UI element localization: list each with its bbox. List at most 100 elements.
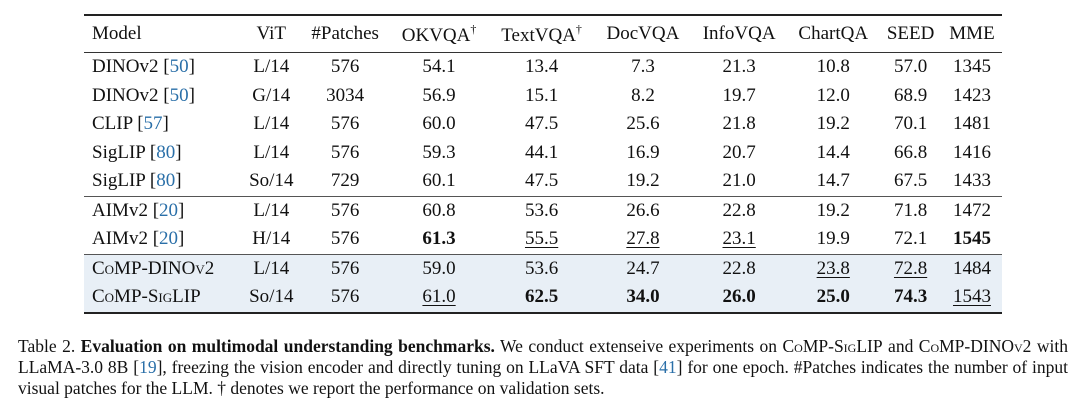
score-value: 57.0 [893,56,928,78]
patches-cell: 576 [330,141,360,163]
score-value: 19.7 [722,84,756,106]
score-value: 56.9 [422,84,456,106]
vit-cell: L/14 [242,253,301,283]
table-row: AIMv2 [20] L/14 576 60.8 53.6 26.6 22.8 19.2 71.… [84,195,1002,225]
model-cell: DINOv2 [50] [92,84,195,106]
score-cell: 20.7 [691,139,787,168]
model-name: CLIP [92,113,133,135]
score-cell: 47.5 [488,110,595,139]
score-value: 14.7 [816,170,850,192]
citation-link[interactable]: 50 [169,56,189,78]
table-body: DINOv2 [50] L/14 576 54.1 13.4 7.3 21.3 10.8 57.… [84,53,1002,314]
score-value: 34.0 [626,286,660,308]
model-cell: CoMP-DINOv2 [84,253,242,283]
model-name: DINOv2 [92,84,159,106]
score-cell: 53.6 [488,253,595,283]
caption-title: Evaluation on multimodal understanding b… [80,336,495,356]
caption-citation[interactable]: 41 [659,357,677,377]
score-cell: 22.8 [691,195,788,225]
column-header: #Patches [301,15,390,53]
caption-text: ] for one epoch. #Patches indicates the … [18,357,1068,398]
column-header: InfoVQA [691,15,787,53]
score-value: 1481 [952,113,991,135]
score-value: 54.1 [422,56,456,78]
score-value: 13.4 [524,56,559,78]
score-cell: 14.4 [787,139,879,168]
score-cell: 12.0 [787,82,879,111]
score-cell: 23.8 [787,253,880,283]
score-cell: 19.2 [787,110,879,139]
score-cell: 60.8 [389,195,489,225]
model-name: CoMP-DINOv2 [92,257,215,279]
score-value: 68.9 [893,84,928,106]
score-value: 20.7 [722,141,756,163]
score-cell: 72.1 [879,225,942,254]
score-cell: 1545 [942,225,1002,254]
score-cell: 47.5 [488,167,595,196]
patches-cell: 576 [300,195,390,225]
score-cell: 60.1 [390,167,489,196]
score-cell: 56.9 [390,82,489,111]
score-value: 1433 [952,170,991,192]
score-cell: 62.5 [488,283,595,314]
score-cell: 57.0 [879,53,942,82]
citation-link[interactable]: 20 [159,199,179,221]
score-cell: 19.2 [595,167,691,196]
vit-cell: So/14 [242,283,301,314]
score-value: 47.5 [524,113,559,135]
model-name: AIMv2 [92,199,148,221]
citation-link[interactable]: 57 [143,113,163,135]
score-cell: 34.0 [594,283,692,314]
citation-link[interactable]: 20 [159,228,179,250]
score-value: 44.1 [524,141,559,163]
score-value: 74.3 [893,286,928,308]
patches-cell: 3034 [326,84,365,106]
score-value: 22.8 [722,199,756,221]
column-header: DocVQA [595,15,691,53]
column-header: ViT [242,15,301,53]
score-value: 12.0 [816,84,850,106]
caption-citation[interactable]: 19 [139,357,157,377]
score-value: 15.1 [524,84,559,106]
dagger-mark: † [575,21,582,36]
score-cell: 53.6 [488,195,595,225]
citation-link[interactable]: 50 [169,84,189,106]
score-value: 60.1 [422,170,456,192]
score-cell: 25.6 [595,110,691,139]
score-cell: 19.2 [787,195,880,225]
column-header: TextVQA† [488,15,595,53]
score-value: 66.8 [893,141,928,163]
score-cell: 54.1 [390,53,489,82]
column-header-label: #Patches [311,23,379,44]
score-cell: 44.1 [488,139,595,168]
score-cell: 60.0 [390,110,489,139]
citation-link[interactable]: 80 [156,170,176,192]
score-cell: 1472 [941,195,1002,225]
model-cell: DINOv2 [50] [92,56,195,78]
patches-cell: 576 [300,283,390,314]
model-name: CoMP-SigLIP [92,286,201,308]
score-cell: 15.1 [488,82,595,111]
score-value: 25.0 [816,286,850,308]
table-row: DINOv2 [50] L/14 576 54.1 13.4 7.3 21.3 10.8 57.… [84,53,1002,82]
score-value: 16.9 [626,141,660,163]
score-value: 7.3 [631,56,655,78]
score-value: 53.6 [524,257,559,279]
caption-text: We conduct extenseive experiments on [494,336,783,356]
column-header-label: OKVQA [401,24,471,46]
score-cell: 55.5 [488,225,595,254]
score-value: 1472 [952,199,991,221]
caption-text: and [882,336,919,356]
score-value: 23.1 [722,228,756,250]
score-cell: 1345 [942,53,1002,82]
vit-cell: G/14 [252,84,291,106]
citation-link[interactable]: 80 [156,141,176,163]
results-table: Model ViT #Patches OKVQA† TextVQA† DocVQA Info… [84,14,1002,314]
score-cell: 26.6 [594,195,692,225]
score-value: 67.5 [893,170,928,192]
score-value: 62.5 [524,286,559,308]
score-value: 25.6 [626,113,660,135]
score-value: 27.8 [626,228,660,250]
score-cell: 8.2 [595,82,691,111]
score-value: 59.0 [422,257,456,279]
